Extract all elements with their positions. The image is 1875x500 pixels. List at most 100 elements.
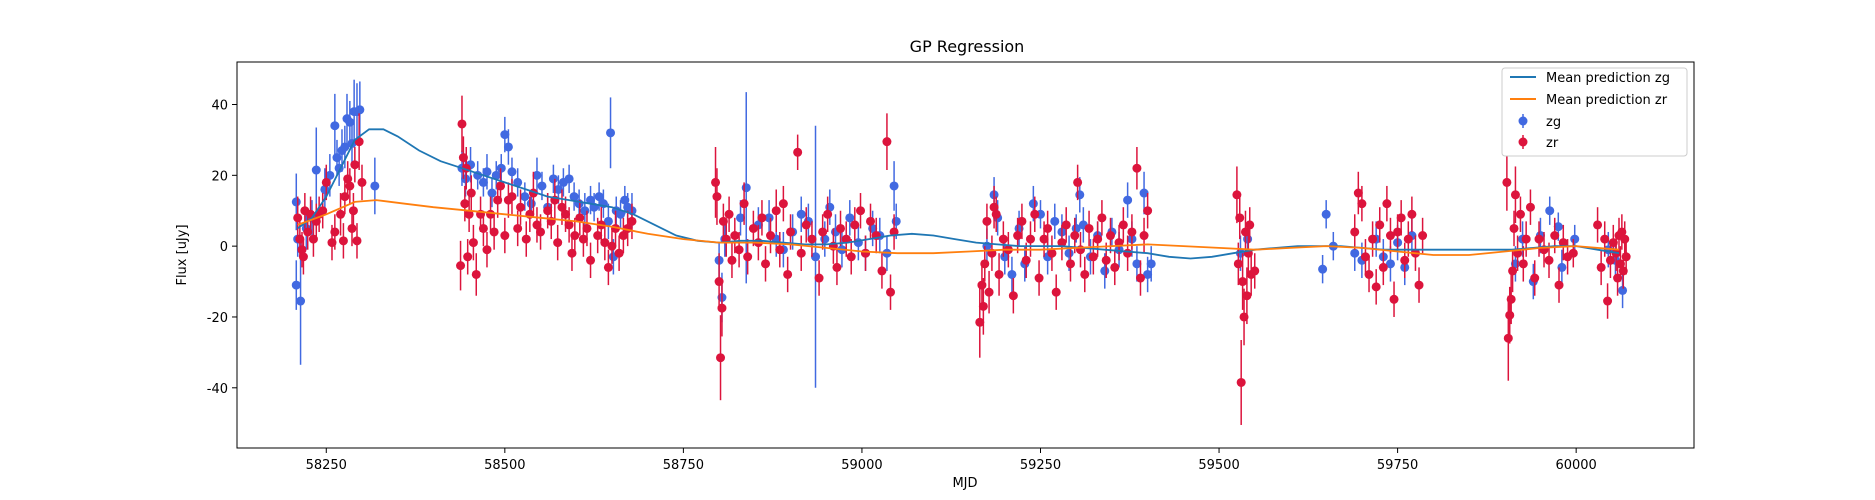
point-zr-155	[1110, 249, 1120, 286]
point-zg-130	[1570, 224, 1580, 254]
point-zr-75	[711, 146, 721, 218]
point-zg-36	[532, 157, 542, 194]
x-axis-label: MJD	[952, 476, 977, 491]
point-zr-154	[1105, 217, 1115, 254]
point-zr-211	[1544, 242, 1554, 279]
plot-clip-group	[291, 79, 1631, 425]
point-zr-46	[516, 189, 526, 225]
point-zr-19	[347, 210, 357, 247]
y-tick-label-2: 0	[220, 240, 228, 255]
point-zr-25	[456, 240, 466, 291]
point-zr-51	[536, 214, 546, 250]
point-zr-141	[1051, 274, 1061, 310]
x-tick-label-6: 59750	[1377, 458, 1418, 473]
x-tick-label-2: 58750	[663, 458, 704, 473]
point-zr-123	[982, 203, 992, 240]
point-zr-96	[783, 256, 793, 293]
point-zr-201	[1509, 210, 1519, 247]
point-zg-51	[606, 97, 616, 169]
point-zr-185	[1382, 185, 1392, 222]
point-zr-177	[1353, 171, 1363, 215]
point-zr-102	[814, 260, 824, 296]
point-zr-56	[557, 189, 567, 225]
point-zr-86	[739, 182, 749, 225]
point-zr-84	[730, 217, 740, 254]
point-zg-104	[1123, 182, 1133, 218]
x-tick-label-7: 60000	[1555, 458, 1596, 473]
point-zr-100	[801, 207, 811, 243]
point-zr-71	[614, 235, 624, 271]
point-zg-107	[1139, 171, 1149, 215]
point-zr-50	[532, 207, 542, 243]
point-zr-116	[882, 113, 892, 171]
point-zr-98	[793, 134, 803, 171]
point-zr-61	[575, 200, 585, 236]
point-zr-161	[1135, 260, 1145, 296]
point-zr-67	[600, 224, 610, 261]
plot-frame	[236, 61, 1695, 449]
point-zr-99	[796, 235, 806, 271]
point-zr-199	[1506, 274, 1516, 325]
point-zr-144	[1065, 246, 1075, 282]
point-zr-229	[1620, 221, 1630, 257]
point-zr-213	[1554, 267, 1564, 303]
point-zr-47	[521, 221, 531, 257]
point-zg-127	[1545, 196, 1555, 225]
point-zg-54	[616, 200, 626, 229]
legend: Mean prediction zg Mean prediction zr zg…	[1501, 67, 1688, 157]
y-tick-label-1: -20	[207, 311, 228, 326]
point-zr-15	[338, 223, 348, 259]
point-zg-31	[503, 129, 513, 165]
point-zr-106	[832, 249, 842, 286]
point-zr-196	[1502, 154, 1512, 211]
point-zr-101	[807, 221, 817, 257]
point-zr-140	[1047, 235, 1057, 271]
point-zr-200	[1508, 249, 1518, 293]
point-zg-9	[330, 93, 340, 158]
point-zr-135	[1025, 221, 1035, 257]
point-zr-55	[553, 224, 563, 261]
legend-box	[1501, 67, 1688, 157]
point-zr-153	[1101, 242, 1111, 279]
point-zg-109	[1146, 246, 1156, 282]
point-zr-39	[489, 214, 499, 250]
point-zr-179	[1360, 239, 1370, 275]
mean-line-1	[297, 199, 1620, 256]
point-zr-3	[298, 239, 308, 275]
point-zg-93	[1050, 203, 1060, 240]
point-zr-150	[1088, 239, 1098, 275]
point-zg-26	[482, 154, 492, 190]
y-tick-label-0: -40	[207, 382, 228, 397]
point-zr-162	[1139, 217, 1149, 254]
point-zg-33	[513, 168, 523, 197]
legend-label-zg-line: Mean prediction zg	[1546, 71, 1670, 86]
point-zr-111	[856, 193, 866, 229]
point-zr-160	[1132, 146, 1142, 190]
point-zr-104	[823, 196, 833, 232]
point-zr-191	[1403, 221, 1413, 257]
point-zr-117	[886, 274, 896, 310]
legend-zr-marker	[1518, 135, 1528, 149]
point-zr-78	[716, 315, 726, 401]
point-zr-34	[471, 253, 481, 296]
x-axis: 58250 58500 58750 59000 59250 59500 59750 60000	[306, 448, 1597, 473]
point-zr-37	[482, 231, 492, 268]
point-zr-209	[1534, 221, 1544, 257]
point-zr-189	[1396, 200, 1406, 236]
point-zr-180	[1364, 256, 1374, 293]
point-zr-214	[1558, 224, 1568, 261]
point-zr-187	[1389, 281, 1399, 317]
point-zr-195	[1418, 217, 1428, 254]
point-zr-69	[607, 228, 617, 264]
point-zr-122	[980, 246, 990, 282]
point-zr-30	[463, 239, 473, 275]
point-zr-115	[877, 253, 887, 289]
point-zr-148	[1080, 256, 1090, 293]
point-zr-20	[348, 193, 358, 229]
point-zr-14	[336, 193, 346, 236]
point-zr-132	[1013, 217, 1023, 254]
point-zr-146	[1073, 164, 1083, 201]
point-zr-186	[1385, 217, 1395, 254]
point-zr-108	[841, 221, 851, 257]
